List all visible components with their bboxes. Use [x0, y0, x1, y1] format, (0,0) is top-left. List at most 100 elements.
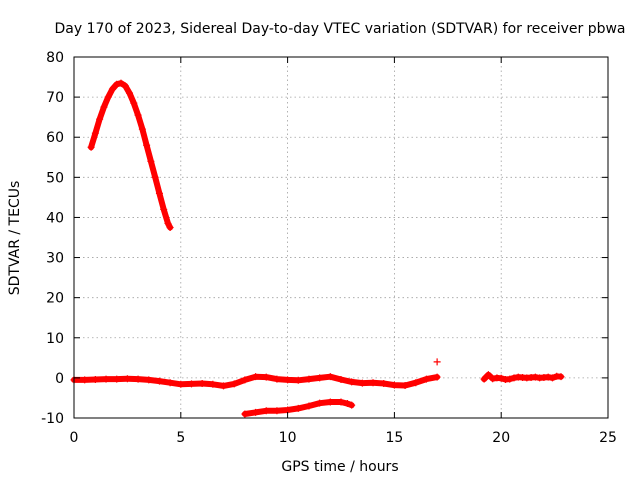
data-point [262, 407, 270, 415]
x-tick-label: 25 [599, 430, 617, 446]
data-point [134, 111, 142, 119]
x-ticks: 0 5 10 15 20 25 [70, 57, 617, 446]
data-point [130, 99, 138, 107]
data-point [337, 375, 345, 383]
data-point [123, 375, 131, 383]
data-point [187, 380, 195, 388]
data-point [343, 400, 351, 408]
data-point [113, 375, 121, 383]
data-point [96, 115, 104, 123]
series-baseline-2 [480, 371, 565, 383]
y-tick-label: 80 [46, 50, 64, 66]
data-point [241, 376, 249, 384]
data-point [497, 374, 505, 382]
y-axis-label: SDTVAR / TECUs [7, 181, 23, 296]
data-point [531, 373, 539, 381]
data-point [489, 375, 497, 383]
series-baseline-1 [70, 373, 441, 390]
data-point [113, 80, 121, 88]
series-dip-late [241, 398, 356, 418]
data-point [126, 89, 134, 97]
data-point [102, 375, 110, 383]
y-tick-label: 0 [55, 371, 64, 387]
data-point [390, 381, 398, 389]
x-tick-label: 5 [176, 430, 185, 446]
data-point [326, 398, 334, 406]
x-tick-label: 15 [385, 430, 403, 446]
data-point [230, 380, 238, 388]
y-tick-label: 70 [46, 90, 64, 106]
data-point [177, 380, 185, 388]
x-tick-label: 10 [279, 430, 297, 446]
data-point [143, 141, 151, 149]
series-band [88, 80, 174, 231]
y-tick-label: -10 [41, 411, 64, 427]
data-point [91, 129, 99, 137]
data-point [138, 125, 146, 133]
data-point [273, 407, 281, 415]
y-tick-label: 20 [46, 291, 64, 307]
data-point [401, 382, 409, 390]
data-point [484, 371, 492, 379]
data-point [544, 373, 552, 381]
data-point [134, 375, 142, 383]
data-point [121, 82, 129, 90]
data-point [506, 375, 514, 383]
data-point [220, 382, 228, 390]
y-tick-label: 40 [46, 210, 64, 226]
data-point [284, 376, 292, 384]
y-tick-label: 10 [46, 331, 64, 347]
data-point [252, 373, 260, 381]
y-tick-label: 30 [46, 251, 64, 267]
data-point [273, 375, 281, 383]
data-point [145, 376, 153, 384]
data-point [198, 380, 206, 388]
x-tick-label: 0 [70, 430, 79, 446]
x-axis-label: GPS time / hours [281, 459, 398, 475]
data-point [108, 85, 116, 93]
data-point [155, 189, 163, 197]
data-point [480, 375, 488, 383]
data-point [557, 373, 565, 381]
grid [74, 57, 608, 418]
series-arc-early [87, 79, 174, 231]
data-point [369, 379, 377, 387]
data-point [510, 374, 518, 382]
data-point [316, 399, 324, 407]
data-point [380, 380, 388, 388]
data-point [241, 410, 249, 418]
data-point [104, 93, 112, 101]
data-point [81, 376, 89, 384]
data-point [305, 402, 313, 410]
data-point [433, 373, 441, 381]
series-outlier [433, 358, 441, 366]
data-marks [70, 79, 565, 418]
y-tick-label: 50 [46, 170, 64, 186]
x-tick-label: 20 [492, 430, 510, 446]
data-point [294, 404, 302, 412]
data-point [87, 143, 95, 151]
data-point [151, 173, 159, 181]
data-point [348, 378, 356, 386]
data-point [433, 358, 441, 366]
data-point [166, 379, 174, 387]
data-point [548, 374, 556, 382]
data-point [326, 373, 334, 381]
data-point [316, 374, 324, 382]
data-point [412, 379, 420, 387]
data-point [117, 79, 125, 87]
data-point [166, 223, 174, 231]
data-point [422, 375, 430, 383]
plot-frame [73, 56, 609, 419]
data-point [164, 219, 172, 227]
data-point [91, 375, 99, 383]
y-tick-label: 60 [46, 130, 64, 146]
data-point [348, 401, 356, 409]
data-point [252, 408, 260, 416]
data-point [262, 373, 270, 381]
data-point [147, 157, 155, 165]
data-point [305, 375, 313, 383]
data-point [155, 377, 163, 385]
